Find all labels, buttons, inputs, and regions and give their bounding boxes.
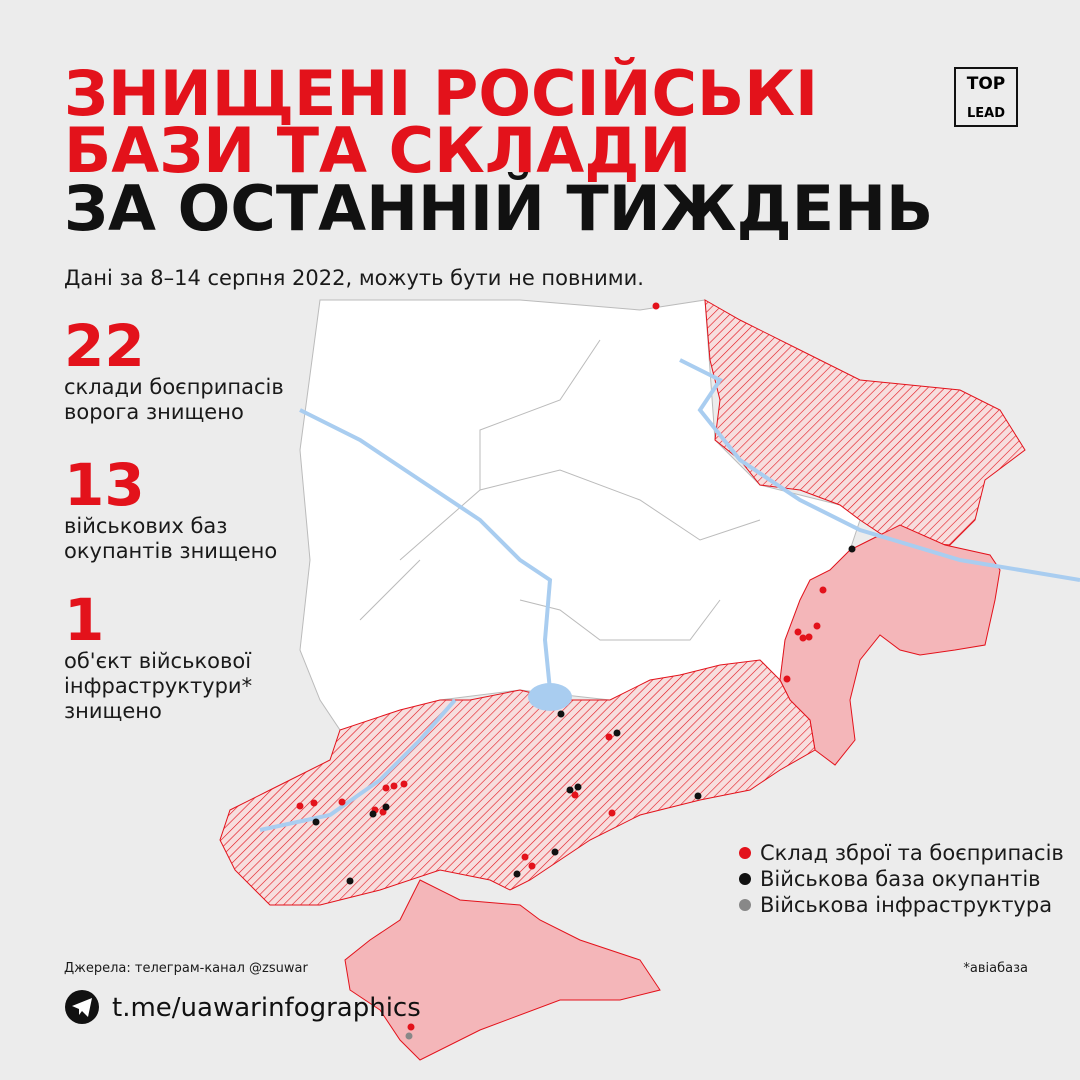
map bbox=[219, 299, 1080, 1061]
marker bbox=[551, 848, 559, 856]
stat-label: ворога знищено bbox=[64, 400, 244, 424]
title-line: ЗНИЩЕНІ РОСІЙСЬКІ bbox=[64, 57, 818, 130]
river bbox=[259, 358, 1080, 832]
marker bbox=[805, 633, 813, 641]
crimea bbox=[344, 879, 661, 1061]
marker bbox=[557, 710, 565, 718]
footnote: *авіабаза bbox=[963, 961, 1028, 976]
link[interactable]: t.me/uawarinfographics bbox=[112, 993, 421, 1023]
marker bbox=[694, 792, 702, 800]
marker bbox=[566, 786, 574, 794]
marker bbox=[407, 1023, 415, 1031]
marker bbox=[783, 675, 791, 683]
marker bbox=[338, 798, 346, 806]
subtitle: Дані за 8–14 серпня 2022, можуть бути не… bbox=[64, 266, 644, 290]
oblast-borders bbox=[359, 339, 761, 641]
stat-label: військових баз bbox=[64, 514, 227, 538]
occupied-south bbox=[219, 659, 816, 906]
marker bbox=[819, 586, 827, 594]
stat-label: склади боєприпасів bbox=[64, 375, 284, 399]
stat-label: окупантів знищено bbox=[64, 539, 277, 563]
legend-dot bbox=[739, 899, 751, 911]
markers bbox=[312, 545, 856, 885]
stat-value: 13 bbox=[64, 451, 145, 519]
marker bbox=[799, 634, 807, 642]
legend-dot bbox=[739, 847, 751, 859]
title-line: ЗА ОСТАННІЙ ТИЖДЕНЬ bbox=[64, 172, 933, 245]
marker bbox=[528, 862, 536, 870]
marker bbox=[400, 780, 408, 788]
stat-label: знищено bbox=[64, 699, 162, 723]
reservoir bbox=[528, 683, 572, 711]
marker bbox=[605, 733, 613, 741]
marker bbox=[608, 809, 616, 817]
marker bbox=[390, 782, 398, 790]
stat-label: об'єкт військової bbox=[64, 649, 251, 673]
legend-label: Військова інфраструктура bbox=[760, 893, 1052, 917]
stat-value: 1 bbox=[64, 586, 104, 654]
source: Джерела: телеграм-канал @zsuwar bbox=[64, 961, 308, 976]
marker bbox=[405, 1032, 413, 1040]
logo-text: LEAD bbox=[967, 106, 1005, 121]
marker bbox=[382, 803, 390, 811]
marker bbox=[848, 545, 856, 553]
marker bbox=[613, 729, 621, 737]
marker bbox=[369, 810, 377, 818]
occupied-donetsk bbox=[779, 524, 1001, 766]
marker bbox=[571, 791, 579, 799]
markers bbox=[296, 302, 827, 1031]
telegram-plane bbox=[72, 998, 92, 1017]
stat-value: 22 bbox=[64, 312, 145, 380]
marker bbox=[310, 799, 318, 807]
logo-text: TOP bbox=[967, 74, 1006, 94]
marker bbox=[813, 622, 821, 630]
legend-dot bbox=[739, 873, 751, 885]
marker bbox=[382, 784, 390, 792]
marker bbox=[574, 783, 582, 791]
marker bbox=[521, 853, 529, 861]
marker bbox=[346, 877, 354, 885]
marker bbox=[312, 818, 320, 826]
marker bbox=[652, 302, 660, 310]
marker bbox=[794, 628, 802, 636]
legend-label: Військова база окупантів bbox=[760, 867, 1041, 891]
logo-box bbox=[954, 67, 1018, 127]
stat-label: інфраструктури* bbox=[64, 674, 252, 698]
marker bbox=[513, 870, 521, 878]
marker bbox=[296, 802, 304, 810]
legend-label: Склад зброї та боєприпасів bbox=[760, 841, 1064, 865]
title-line: БАЗИ ТА СКЛАДИ bbox=[64, 114, 691, 187]
